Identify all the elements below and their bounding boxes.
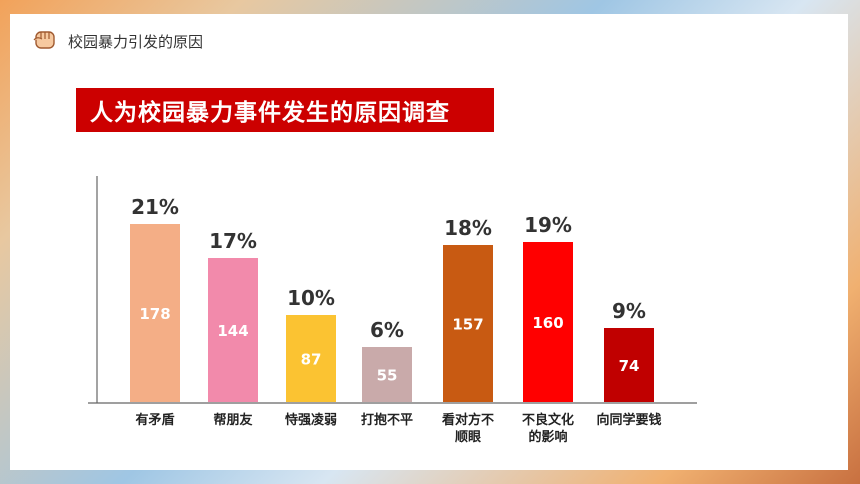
category-label: 恃强凌弱 bbox=[285, 412, 337, 428]
data-label: 55 bbox=[377, 367, 398, 385]
bar bbox=[286, 315, 336, 402]
bar bbox=[208, 258, 258, 402]
chart-title-banner: 人为校园暴力事件发生的原因调查 bbox=[76, 88, 494, 132]
category-label: 向同学要钱 bbox=[596, 412, 661, 428]
percent-label: 6% bbox=[370, 318, 404, 342]
page-title: 校园暴力引发的原因 bbox=[68, 33, 204, 51]
percent-label: 17% bbox=[209, 229, 257, 253]
data-label: 87 bbox=[301, 351, 322, 369]
category-label: 不良文化 bbox=[522, 412, 574, 428]
bar bbox=[604, 328, 654, 402]
percent-label: 10% bbox=[287, 286, 335, 310]
category-label: 帮朋友 bbox=[213, 412, 252, 428]
percent-label: 9% bbox=[612, 299, 646, 323]
data-label: 157 bbox=[452, 316, 483, 334]
category-label: 的影响 bbox=[528, 429, 567, 445]
category-label: 顺眼 bbox=[455, 430, 482, 445]
percent-label: 18% bbox=[444, 216, 492, 240]
percent-label: 21% bbox=[131, 195, 179, 219]
data-label: 144 bbox=[217, 322, 248, 340]
percent-label: 19% bbox=[524, 213, 572, 237]
bar bbox=[362, 347, 412, 402]
category-label: 看对方不 bbox=[442, 412, 494, 428]
category-label: 有矛盾 bbox=[135, 412, 174, 428]
data-label: 178 bbox=[139, 305, 170, 323]
chart-title: 人为校园暴力事件发生的原因调查 bbox=[90, 100, 450, 126]
bar bbox=[130, 224, 180, 402]
bar bbox=[523, 242, 573, 402]
category-label: 打抱不平 bbox=[361, 412, 413, 428]
fist-icon bbox=[33, 31, 55, 49]
bar bbox=[443, 245, 493, 402]
data-label: 74 bbox=[619, 357, 640, 375]
data-label: 160 bbox=[532, 314, 563, 332]
